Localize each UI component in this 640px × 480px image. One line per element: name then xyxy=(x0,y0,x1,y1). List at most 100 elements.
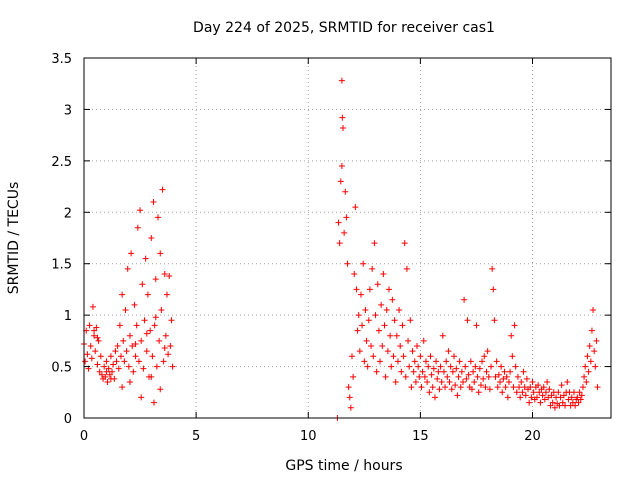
data-point xyxy=(131,301,138,308)
data-point xyxy=(578,392,585,399)
data-point xyxy=(377,358,384,365)
data-point xyxy=(556,402,563,409)
data-point xyxy=(125,363,132,370)
data-point xyxy=(408,384,415,391)
data-point xyxy=(160,358,167,365)
data-point xyxy=(439,332,446,339)
data-point xyxy=(425,363,432,370)
data-point xyxy=(474,373,481,380)
data-point xyxy=(401,240,408,247)
y-axis-ticks: 0 0.5 1 1.5 2 2.5 3 3.5 xyxy=(51,52,611,427)
data-point xyxy=(396,307,403,313)
y-axis-label: SRMTID / TECUs xyxy=(6,182,22,295)
data-point xyxy=(495,371,502,378)
data-point xyxy=(114,343,121,349)
data-point xyxy=(130,368,137,375)
data-point xyxy=(459,379,466,385)
data-point xyxy=(402,373,409,380)
data-point xyxy=(102,373,109,380)
data-point xyxy=(494,384,501,391)
data-point xyxy=(144,291,151,298)
data-point xyxy=(457,384,464,391)
data-point xyxy=(509,353,516,360)
data-point xyxy=(122,307,129,313)
data-point xyxy=(403,265,410,272)
data-point xyxy=(128,250,135,257)
data-point xyxy=(568,394,575,401)
data-point xyxy=(124,265,131,272)
data-point xyxy=(138,337,145,344)
data-point xyxy=(436,386,443,393)
data-point xyxy=(156,337,163,344)
data-point xyxy=(165,351,172,358)
data-point xyxy=(464,317,471,324)
data-point xyxy=(342,188,349,195)
data-point xyxy=(412,379,419,385)
data-point xyxy=(152,314,159,321)
data-point xyxy=(446,379,453,385)
data-point xyxy=(379,343,386,349)
y-tick-label: 3 xyxy=(64,103,72,118)
data-point xyxy=(142,255,149,262)
data-point xyxy=(96,368,103,375)
data-point xyxy=(522,392,529,399)
data-point xyxy=(537,399,544,406)
data-point xyxy=(344,260,351,267)
data-point xyxy=(551,404,558,411)
data-point xyxy=(151,322,158,329)
data-point xyxy=(471,379,478,385)
data-point xyxy=(370,353,377,360)
data-point xyxy=(380,271,387,277)
data-point xyxy=(82,358,89,365)
data-point xyxy=(458,368,465,375)
data-point xyxy=(416,373,423,380)
data-point xyxy=(451,353,458,360)
data-point xyxy=(103,358,110,365)
data-point xyxy=(410,368,417,375)
data-point xyxy=(337,178,344,185)
data-point xyxy=(116,322,123,329)
data-point xyxy=(351,271,358,277)
data-point xyxy=(523,375,530,382)
data-point xyxy=(162,332,169,339)
data-point xyxy=(514,373,521,380)
data-point xyxy=(426,389,433,396)
data-point xyxy=(592,363,599,370)
data-point xyxy=(443,358,450,365)
data-point xyxy=(140,365,147,372)
data-point xyxy=(103,368,110,375)
data-point xyxy=(118,353,125,360)
data-point xyxy=(105,365,112,372)
y-tick-label: 0.5 xyxy=(51,361,72,376)
data-point xyxy=(542,389,549,396)
data-point xyxy=(581,373,588,380)
data-point xyxy=(548,392,555,399)
data-point xyxy=(442,384,449,391)
data-point xyxy=(529,379,536,385)
data-point xyxy=(397,343,404,349)
data-point xyxy=(91,327,98,334)
data-point xyxy=(336,240,343,247)
data-point xyxy=(462,363,469,370)
data-point xyxy=(168,317,175,324)
y-tick-label: 3.5 xyxy=(51,52,72,67)
data-point xyxy=(364,363,371,370)
y-tick-label: 1.5 xyxy=(51,258,72,273)
data-point xyxy=(374,281,381,288)
data-point xyxy=(424,379,431,385)
data-point xyxy=(335,219,342,226)
data-point xyxy=(393,332,400,339)
data-point xyxy=(382,373,389,380)
data-points xyxy=(81,77,601,421)
data-point xyxy=(519,389,526,396)
data-point xyxy=(517,394,524,401)
data-point xyxy=(499,389,506,396)
data-point xyxy=(384,348,391,355)
data-point xyxy=(510,384,517,391)
data-point xyxy=(88,355,95,362)
data-point xyxy=(399,322,406,329)
data-point xyxy=(544,379,551,385)
data-point xyxy=(527,384,534,391)
data-point xyxy=(385,286,392,293)
data-point xyxy=(362,307,369,313)
